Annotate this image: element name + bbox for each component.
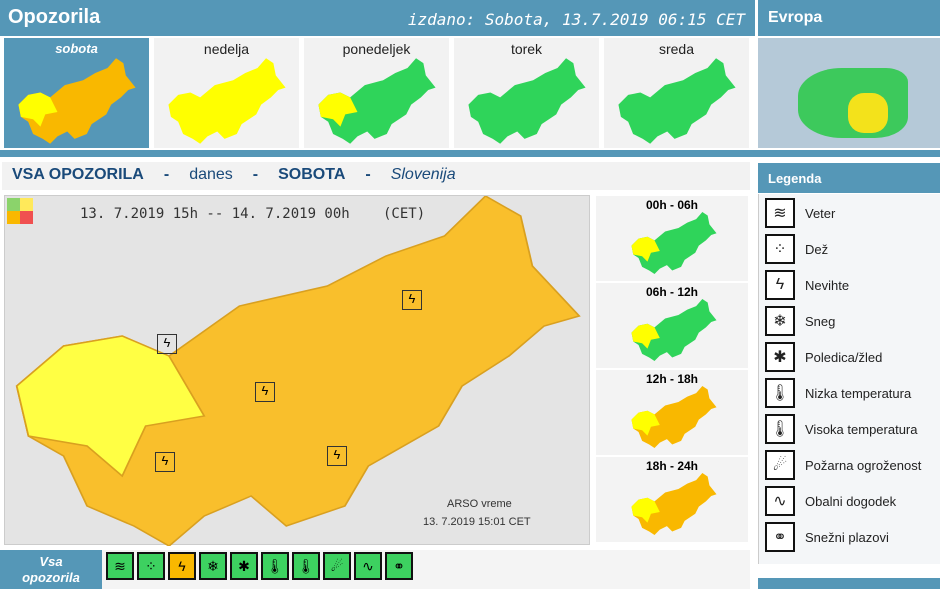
avalanche-icon[interactable]: ⚭ bbox=[385, 552, 413, 580]
snow-icon[interactable]: ❄ bbox=[199, 552, 227, 580]
europe-map[interactable] bbox=[758, 38, 940, 148]
legend-label: Veter bbox=[805, 205, 836, 221]
issued-time: izdano: Sobota, 13.7.2019 06:15 CET bbox=[407, 10, 745, 29]
thunderstorm-icon[interactable]: ϟ bbox=[255, 382, 275, 402]
coastal-icon: ∿ bbox=[765, 486, 795, 516]
legend-label: Poledica/žled bbox=[805, 349, 883, 365]
day-tab-nedelja[interactable]: nedelja bbox=[154, 38, 299, 148]
coastal-icon[interactable]: ∿ bbox=[354, 552, 382, 580]
legend-label: Dež bbox=[805, 241, 829, 257]
avalanche-icon: ⚭ bbox=[765, 522, 795, 552]
thunderstorm-icon[interactable]: ϟ bbox=[157, 334, 177, 354]
legend-item: ✱ Poledica/žled bbox=[765, 341, 882, 373]
wind-icon[interactable]: ≋ bbox=[106, 552, 134, 580]
legend-item: 🌡 Nizka temperatura bbox=[765, 377, 911, 409]
high-temperature-icon[interactable]: 🌡 bbox=[292, 552, 320, 580]
period-map[interactable]: 06h - 12h bbox=[596, 283, 748, 368]
footer-bar bbox=[758, 578, 940, 589]
legend-item: ∿ Obalni dogodek bbox=[765, 485, 896, 517]
divider-bar bbox=[0, 150, 940, 157]
snow-icon: ❄ bbox=[765, 306, 795, 336]
fire-icon: ☄ bbox=[765, 450, 795, 480]
legend-header: Legenda bbox=[758, 163, 940, 193]
separator: - bbox=[365, 166, 371, 183]
legend-item: 🌡 Visoka temperatura bbox=[765, 413, 918, 445]
low-temperature-icon: 🌡 bbox=[765, 378, 795, 408]
color-legend-icon bbox=[7, 198, 33, 224]
legend-label: Snežni plazovi bbox=[805, 529, 889, 545]
period-label: 00h - 06h bbox=[645, 198, 699, 212]
period-label: 12h - 18h bbox=[645, 372, 699, 386]
low-temperature-icon[interactable]: 🌡 bbox=[261, 552, 289, 580]
ice-icon: ✱ bbox=[765, 342, 795, 372]
europe-title: Evropa bbox=[768, 9, 823, 26]
all-label-1: Vsa bbox=[39, 554, 63, 569]
fire-icon[interactable]: ☄ bbox=[323, 552, 351, 580]
page-title: Opozorila bbox=[8, 6, 101, 28]
legend-label: Visoka temperatura bbox=[805, 421, 918, 437]
day-label: sobota bbox=[55, 41, 98, 56]
legend-label: Sneg bbox=[805, 313, 836, 329]
day-tab-torek[interactable]: torek bbox=[454, 38, 599, 148]
day-tab-sobota[interactable]: sobota bbox=[4, 38, 149, 148]
high-temperature-icon: 🌡 bbox=[765, 414, 795, 444]
wind-icon: ≋ bbox=[765, 198, 795, 228]
legend-label: Obalni dogodek bbox=[805, 493, 897, 509]
legend-item: ❄ Sneg bbox=[765, 305, 835, 337]
map-timestamp: 13. 7.2019 15:01 CET bbox=[423, 516, 531, 528]
today-label: danes bbox=[189, 166, 233, 183]
thunderstorm-icon: ϟ bbox=[765, 270, 795, 300]
timezone-label: (CET) bbox=[383, 206, 426, 222]
legend-item: ⁘ Dež bbox=[765, 233, 828, 265]
period-label: 18h - 24h bbox=[645, 459, 699, 473]
period-label: 06h - 12h bbox=[645, 285, 699, 299]
period-map[interactable]: 18h - 24h bbox=[596, 457, 748, 542]
all-warnings-button[interactable]: Vsa opozorila bbox=[0, 550, 102, 589]
rain-icon: ⁘ bbox=[765, 234, 795, 264]
slovenia-map bbox=[5, 196, 591, 546]
thunderstorm-icon[interactable]: ϟ bbox=[168, 552, 196, 580]
legend-item: ϟ Nevihte bbox=[765, 269, 849, 301]
day-label: torek bbox=[510, 41, 543, 57]
header-bar: Opozorila izdano: Sobota, 13.7.2019 06:1… bbox=[0, 0, 755, 36]
main-map[interactable]: 13. 7.2019 15h -- 14. 7.2019 00h (CET) A… bbox=[4, 195, 590, 545]
period-map[interactable]: 00h - 06h bbox=[596, 196, 748, 281]
separator: - bbox=[252, 166, 259, 183]
rain-icon[interactable]: ⁘ bbox=[137, 552, 165, 580]
thunderstorm-icon[interactable]: ϟ bbox=[155, 452, 175, 472]
ice-icon[interactable]: ✱ bbox=[230, 552, 258, 580]
day-tab-sreda[interactable]: sreda bbox=[604, 38, 749, 148]
europe-header[interactable]: Evropa bbox=[758, 0, 940, 36]
credit-label: ARSO vreme bbox=[447, 498, 512, 510]
legend-title: Legenda bbox=[768, 171, 822, 186]
day-label: nedelja bbox=[203, 41, 250, 57]
separator: - bbox=[163, 166, 170, 183]
day-label: sreda bbox=[658, 41, 695, 57]
legend-label: Nizka temperatura bbox=[805, 385, 912, 401]
thunderstorm-icon[interactable]: ϟ bbox=[327, 446, 347, 466]
all-warnings-label: VSA OPOZORILA bbox=[12, 166, 144, 183]
legend-label: Požarna ogroženost bbox=[805, 457, 922, 473]
day-label: SOBOTA bbox=[278, 166, 346, 183]
legend-item: ⚭ Snežni plazovi bbox=[765, 521, 889, 553]
period-map[interactable]: 12h - 18h bbox=[596, 370, 748, 455]
day-label: ponedeljek bbox=[342, 41, 411, 57]
thunderstorm-icon[interactable]: ϟ bbox=[402, 290, 422, 310]
legend-item: ☄ Požarna ogroženost bbox=[765, 449, 921, 481]
all-label-2: opozorila bbox=[22, 570, 80, 585]
title-row: VSA OPOZORILA - danes - SOBOTA - Slovenija bbox=[2, 162, 750, 190]
region-label: Slovenija bbox=[390, 166, 456, 183]
day-tab-ponedeljek[interactable]: ponedeljek bbox=[304, 38, 449, 148]
legend-label: Nevihte bbox=[805, 277, 850, 293]
legend-item: ≋ Veter bbox=[765, 197, 835, 229]
period-label: 13. 7.2019 15h -- 14. 7.2019 00h bbox=[80, 206, 350, 222]
